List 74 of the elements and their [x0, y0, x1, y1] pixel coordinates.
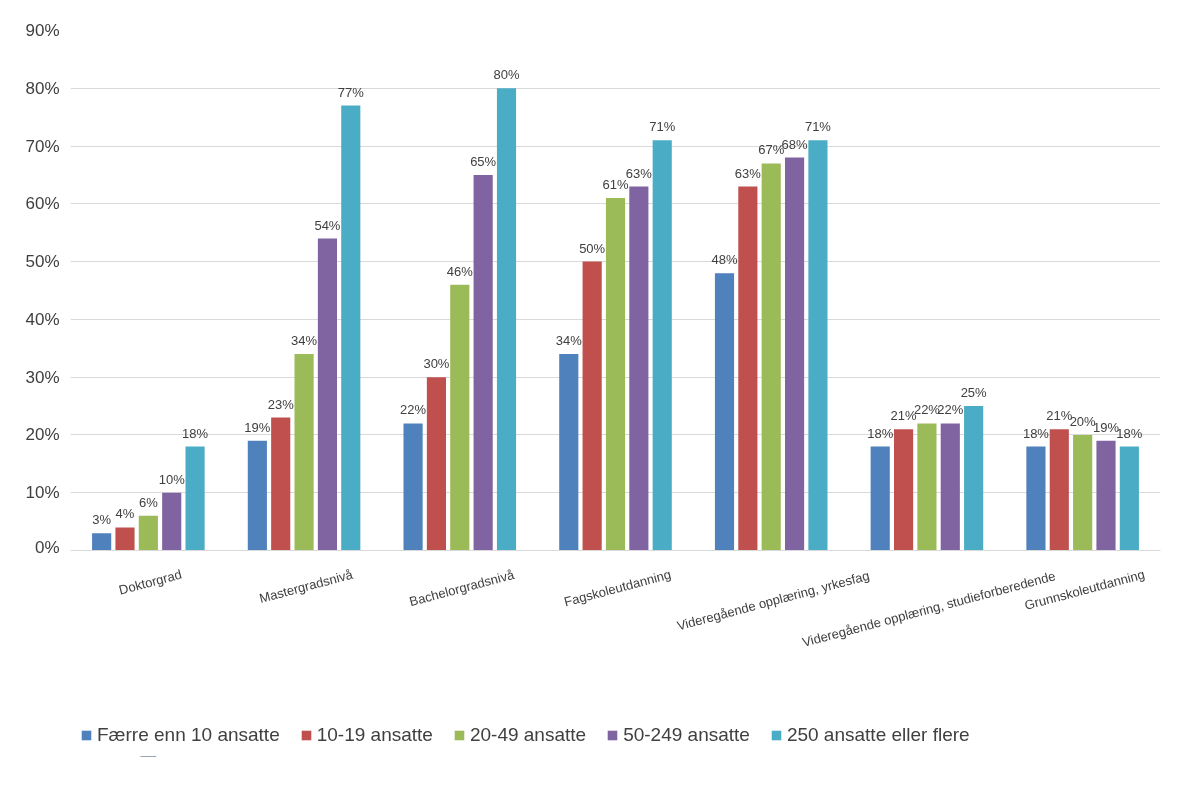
data-label: 18%	[1022, 425, 1050, 441]
bar	[496, 88, 517, 551]
data-label: 34%	[291, 333, 318, 349]
bar	[893, 429, 914, 551]
data-label: 25%	[960, 385, 988, 401]
bar	[294, 354, 314, 551]
data-label: 71%	[649, 119, 676, 135]
y-tick-label: 60%	[25, 194, 60, 214]
data-label: 4%	[115, 506, 135, 522]
bar	[271, 417, 291, 551]
data-label: 65%	[470, 153, 497, 169]
y-tick-label: 0%	[34, 537, 60, 557]
bar	[808, 140, 828, 551]
legend-label: 250 ansatte eller flere	[786, 724, 970, 746]
bar	[1049, 429, 1069, 551]
bar	[473, 174, 493, 551]
data-label: 80%	[493, 67, 520, 83]
data-label: 3%	[92, 512, 112, 528]
bar	[1073, 434, 1093, 551]
bar	[629, 186, 649, 551]
y-tick-label: 20%	[25, 425, 60, 445]
bar	[652, 140, 672, 551]
bar	[341, 105, 361, 551]
bar	[1026, 446, 1046, 551]
data-label: 22%	[400, 402, 427, 418]
data-label: 48%	[711, 252, 738, 268]
bar	[940, 423, 960, 551]
data-label: 46%	[446, 263, 474, 279]
bar	[185, 446, 205, 551]
bar	[738, 186, 758, 551]
y-tick-label: 10%	[25, 483, 60, 503]
legend-label: 20-49 ansatte	[469, 724, 587, 746]
bar	[870, 446, 890, 551]
bar	[162, 492, 182, 551]
data-label: 18%	[182, 425, 209, 441]
y-tick-label: 70%	[25, 136, 60, 156]
y-tick-label: 80%	[25, 78, 60, 98]
y-tick-label: 30%	[25, 367, 60, 387]
bar	[247, 440, 267, 551]
bar	[450, 284, 470, 551]
bar	[1119, 446, 1139, 551]
bar	[714, 273, 735, 551]
data-label: 50%	[579, 240, 606, 256]
legend-label: 50-249 ansatte	[623, 724, 750, 746]
bar	[964, 406, 984, 551]
data-label: 30%	[423, 356, 450, 372]
y-tick-label: 40%	[25, 309, 60, 329]
bar	[115, 527, 135, 551]
y-tick-label: 50%	[25, 252, 60, 272]
bar	[1096, 440, 1116, 551]
bar	[917, 423, 937, 551]
bar	[317, 238, 337, 551]
bar	[92, 533, 112, 551]
bar	[138, 515, 158, 551]
data-label: 23%	[267, 396, 295, 412]
bar	[784, 157, 805, 551]
bar	[761, 163, 781, 551]
data-label: 10%	[158, 471, 186, 487]
bar	[403, 423, 423, 551]
data-label: 18%	[867, 425, 894, 441]
legend-label: 10-19 ansatte	[316, 724, 433, 746]
y-tick-label: 90%	[25, 21, 60, 40]
bar	[605, 198, 626, 551]
data-label: 34%	[555, 333, 583, 349]
legend-label: Færre enn 10 ansatte	[97, 724, 280, 746]
data-label: 77%	[337, 84, 365, 100]
bar	[559, 354, 579, 551]
bar	[426, 377, 446, 551]
data-label: 71%	[804, 119, 832, 135]
bar	[582, 261, 602, 551]
data-label: 19%	[244, 419, 271, 435]
data-label: 63%	[734, 165, 762, 181]
data-label: 54%	[314, 217, 341, 233]
data-label: 6%	[138, 494, 159, 510]
